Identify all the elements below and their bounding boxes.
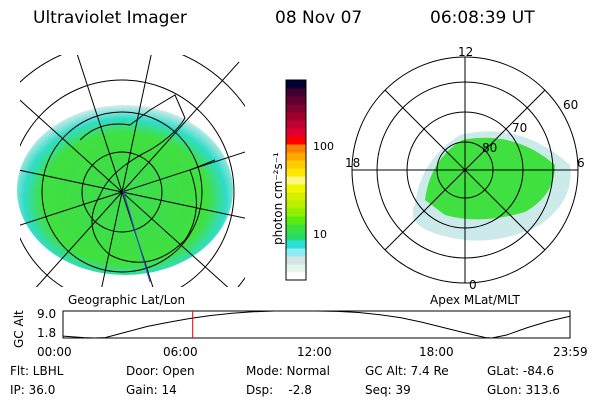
aurora-emission-right xyxy=(425,137,555,220)
longitude-line xyxy=(121,151,245,193)
glon-info: GLon: 313.6 xyxy=(487,383,560,397)
xtick-0000: 00:00 xyxy=(37,345,72,359)
mode-info: Mode: Normal xyxy=(246,364,330,378)
colorbar-tick-100: 100 xyxy=(313,140,334,153)
aurora-emission-left xyxy=(17,105,233,275)
gc-alt-info: GC Alt: 7.4 Re xyxy=(365,364,449,378)
instrument-title: Ultraviolet Imager xyxy=(33,8,187,28)
colorbar-swatch xyxy=(286,232,306,241)
xtick-1200: 12:00 xyxy=(297,345,332,359)
gain-info: Gain: 14 xyxy=(126,383,177,397)
colorbar-swatch xyxy=(286,184,306,193)
mlt-label-12: 12 xyxy=(458,45,474,59)
ytick-1-8: 1.8 xyxy=(37,326,57,340)
latitude-circle xyxy=(20,79,235,287)
colorbar-swatch xyxy=(286,120,306,129)
colorbar-tick-10: 10 xyxy=(313,228,327,241)
seq-info: Seq: 39 xyxy=(365,383,411,397)
colorbar-swatch xyxy=(286,128,306,137)
dsp-info: Dsp: -2.8 xyxy=(246,383,312,397)
altitude-ylabel: GC Alt xyxy=(12,310,26,348)
colorbar-swatch xyxy=(286,104,306,113)
date-label: 08 Nov 07 xyxy=(275,8,363,28)
latitude-circle xyxy=(81,151,163,233)
colorbar-swatch xyxy=(286,112,306,121)
altitude-line xyxy=(62,310,571,339)
xtick-1800: 18:00 xyxy=(419,345,454,359)
colorbar-swatch xyxy=(286,240,306,249)
longitude-line xyxy=(20,169,123,193)
longitude-line xyxy=(121,191,245,219)
colorbar-swatch xyxy=(286,88,306,97)
mlt-label-18: 18 xyxy=(345,156,361,170)
time-label: 06:08:39 UT xyxy=(430,8,535,28)
colorbar-swatch xyxy=(286,144,306,153)
longitude-line xyxy=(76,55,123,193)
coastline xyxy=(79,94,216,263)
colorbar-swatch xyxy=(286,272,306,281)
mlat-label-60: 60 xyxy=(563,98,579,112)
longitude-line xyxy=(121,191,154,287)
altitude-plot-frame xyxy=(62,310,571,339)
polar-grid xyxy=(351,56,579,284)
filter-info: Flt: LBHL xyxy=(10,364,64,378)
longitude-line xyxy=(101,191,123,287)
xtick-2359: 23:59 xyxy=(553,345,588,359)
colorbar-swatch xyxy=(286,192,306,201)
mlt-line xyxy=(464,89,546,171)
longitude-line xyxy=(20,191,123,226)
longitude-line xyxy=(20,99,123,193)
lat-lon-grid xyxy=(20,55,245,287)
longitude-line xyxy=(121,191,229,287)
glat-info: GLat: -84.6 xyxy=(487,364,554,378)
mlt-line xyxy=(464,169,546,251)
colorbar-label: photon cm⁻²s⁻¹ xyxy=(271,152,285,245)
ytick-9: 9.0 xyxy=(37,307,57,321)
altitude-plot xyxy=(62,310,571,339)
door-info: Door: Open xyxy=(126,364,195,378)
colorbar-swatch xyxy=(286,208,306,217)
colorbar-swatch xyxy=(286,136,306,145)
colorbar-swatch xyxy=(286,200,306,209)
mlt-label-6: 6 xyxy=(577,156,585,170)
colorbar-swatch xyxy=(286,224,306,233)
colorbar-swatch xyxy=(286,96,306,105)
colorbar-swatch xyxy=(286,80,306,89)
colorbar-swatch xyxy=(286,256,306,265)
mlt-line xyxy=(384,169,466,251)
ip-info: IP: 36.0 xyxy=(10,383,56,397)
mlt-line xyxy=(384,89,466,171)
colorbar-swatch xyxy=(286,216,306,225)
geographic-map xyxy=(17,55,245,287)
colorbar-swatch xyxy=(286,264,306,273)
left-map-caption: Geographic Lat/Lon xyxy=(68,293,186,307)
apex-polar-map xyxy=(351,56,579,284)
mlat-label-80: 80 xyxy=(482,141,498,155)
colorbar-frame xyxy=(285,79,307,281)
colorbar-swatch xyxy=(286,248,306,257)
xtick-0600: 06:00 xyxy=(163,345,198,359)
mlat-label-70: 70 xyxy=(512,121,528,135)
meridian-marker xyxy=(122,189,151,283)
colorbar-swatch xyxy=(286,160,306,169)
mlt-label-0: 0 xyxy=(469,278,477,292)
colorbar-swatch xyxy=(286,176,306,185)
longitude-line xyxy=(121,61,240,193)
latitude-circle xyxy=(41,111,203,273)
colorbar xyxy=(285,79,307,281)
right-map-caption: Apex MLat/MLT xyxy=(430,293,520,307)
colorbar-swatch xyxy=(286,168,306,177)
colorbar-swatch xyxy=(286,152,306,161)
longitude-line xyxy=(35,191,123,287)
